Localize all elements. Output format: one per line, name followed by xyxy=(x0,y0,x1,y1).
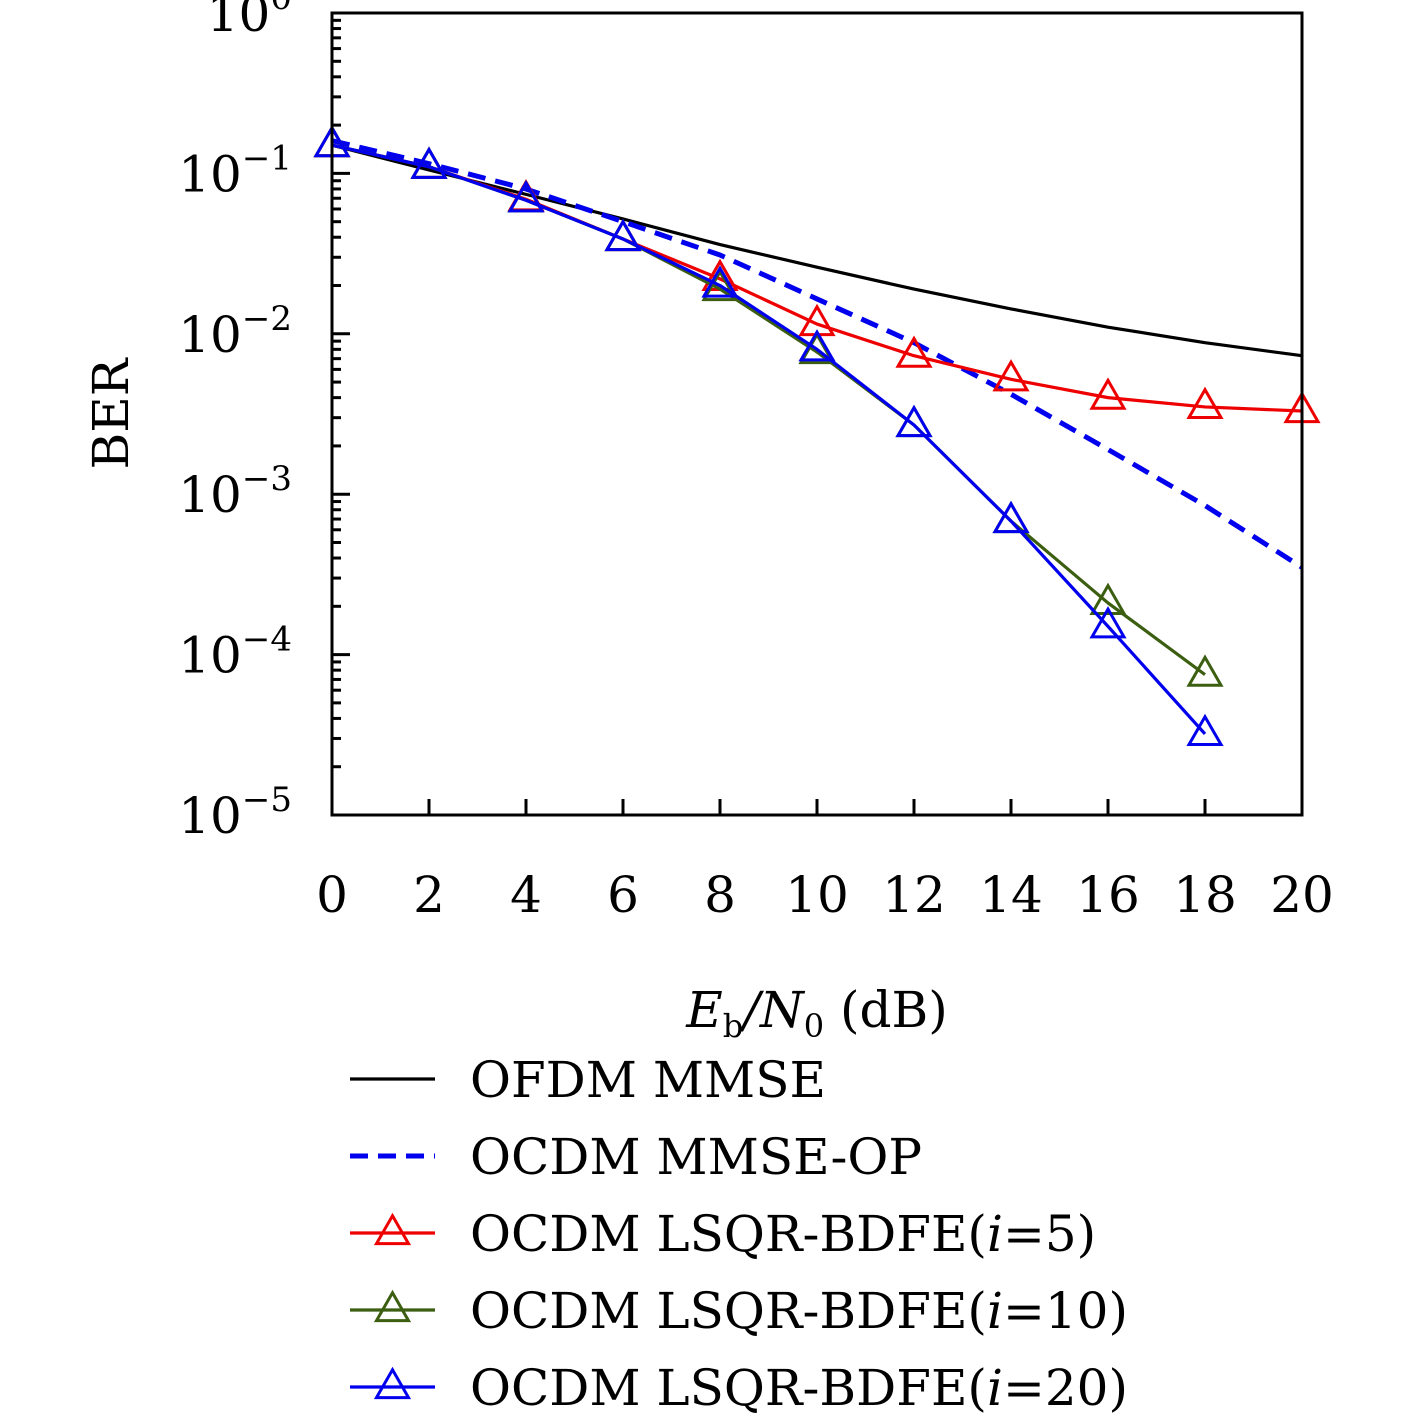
legend-label: OCDM LSQR-BDFE(i=10) xyxy=(470,1282,1128,1340)
legend-item: OCDM LSQR-BDFE(i=20) xyxy=(350,1359,1128,1417)
data-point xyxy=(507,179,545,213)
x-tick-label: 4 xyxy=(510,866,542,924)
data-point xyxy=(1186,713,1224,747)
data-point xyxy=(895,335,933,368)
y-tick-label: 10−2 xyxy=(178,299,292,364)
x-tick-label: 14 xyxy=(979,866,1043,924)
data-point xyxy=(1186,386,1224,420)
x-tick-labels: 0 2 4 6 8 10 12 14 16 18 20 xyxy=(316,866,1334,924)
data-point xyxy=(895,404,933,438)
legend-item: OFDM MMSE xyxy=(350,1051,826,1109)
data-point xyxy=(992,359,1030,392)
data-point xyxy=(1089,377,1127,410)
x-tick-label: 6 xyxy=(607,866,639,924)
legend-marker xyxy=(373,1366,412,1400)
x-tick-label: 10 xyxy=(785,866,849,924)
data-point xyxy=(701,265,739,298)
x-axis-title-sub-0: 0 xyxy=(804,1007,824,1045)
legend-item: OCDM LSQR-BDFE(i=5) xyxy=(350,1205,1096,1263)
data-point xyxy=(798,329,836,362)
series-line xyxy=(331,143,1207,736)
x-tick-label: 20 xyxy=(1270,866,1334,924)
series-4 xyxy=(313,124,1224,747)
legend-label: OCDM MMSE-OP xyxy=(470,1128,922,1186)
x-tick-label: 0 xyxy=(316,866,348,924)
y-tick-label: 10−5 xyxy=(178,780,292,845)
data-point xyxy=(1089,582,1127,615)
legend-marker xyxy=(373,1289,412,1323)
series-line xyxy=(331,143,1303,358)
x-tick-label: 18 xyxy=(1173,866,1237,924)
x-axis-title: Eb/N0 (dB) xyxy=(685,981,948,1045)
x-tick-label: 16 xyxy=(1076,866,1140,924)
series-2 xyxy=(313,124,1321,424)
x-axis-title-e: E xyxy=(685,981,723,1039)
y-tick-labels: 100 10−1 10−2 10−3 10−4 10−5 xyxy=(178,0,292,845)
y-axis-title: BER xyxy=(82,357,140,469)
series-0 xyxy=(331,143,1303,358)
y-tick-label: 100 xyxy=(207,0,292,43)
x-tick-label: 12 xyxy=(882,866,946,924)
data-point xyxy=(992,500,1030,534)
x-tick-label: 2 xyxy=(413,866,445,924)
y-tick-label: 10−1 xyxy=(178,138,292,203)
data-point xyxy=(895,404,933,438)
data-point xyxy=(604,218,642,252)
y-tick-label: 10−3 xyxy=(178,459,292,524)
x-axis-title-sub-b: b xyxy=(723,1007,743,1045)
data-point xyxy=(701,268,739,302)
data-point xyxy=(1089,606,1127,639)
legend-label: OCDM LSQR-BDFE(i=20) xyxy=(470,1359,1128,1417)
legend-marker xyxy=(373,1212,412,1246)
series-line xyxy=(331,143,1206,676)
legend-item: OCDM MMSE-OP xyxy=(350,1128,922,1186)
x-tick-label: 8 xyxy=(704,866,736,924)
legend: OFDM MMSE OCDM MMSE-OP OCDM LSQR-BDFE(i=5)… xyxy=(350,1051,1128,1417)
x-axis-title-slash-n: /N xyxy=(739,981,806,1039)
x-axis-title-unit: (dB) xyxy=(824,981,948,1039)
legend-label: OFDM MMSE xyxy=(470,1051,826,1109)
series-line xyxy=(331,138,1304,570)
series-layer xyxy=(313,124,1321,747)
axis-ticks xyxy=(330,18,1304,817)
legend-item: OCDM LSQR-BDFE(i=10) xyxy=(350,1282,1128,1340)
data-point xyxy=(1186,654,1224,687)
legend-label: OCDM LSQR-BDFE(i=5) xyxy=(470,1205,1096,1263)
plot-frame xyxy=(330,11,1304,817)
data-point xyxy=(410,146,448,179)
series-1 xyxy=(331,138,1304,570)
y-tick-label: 10−4 xyxy=(178,620,292,685)
